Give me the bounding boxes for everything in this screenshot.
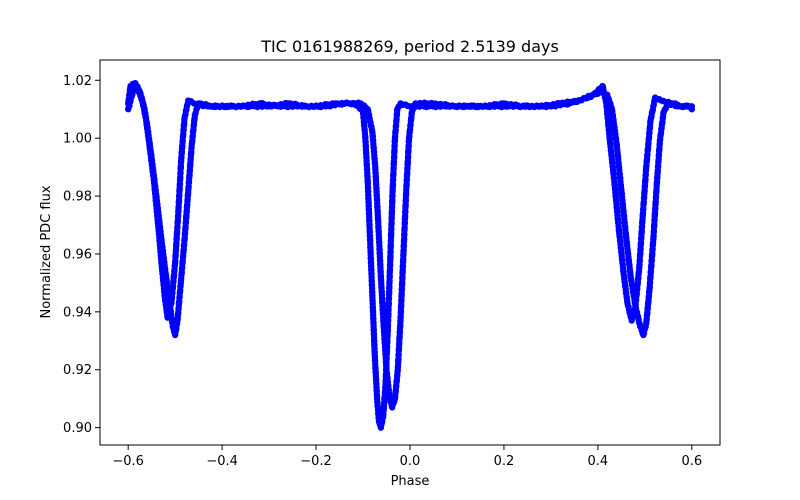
y-tick-label: 0.96: [63, 247, 92, 262]
x-axis-ticks: −0.6 −0.4 −0.2 0.0 0.2 0.4 0.6: [112, 445, 702, 469]
x-axis-label: Phase: [391, 474, 430, 489]
x-tick-label: −0.2: [300, 454, 332, 469]
y-tick-label: 0.92: [63, 363, 92, 378]
x-tick-label: −0.6: [112, 454, 144, 469]
data-point: [688, 106, 696, 113]
y-tick-label: 0.98: [63, 190, 92, 205]
chart-title: TIC 0161988269, period 2.5139 days: [260, 37, 559, 56]
x-tick-label: −0.4: [206, 454, 238, 469]
x-tick-label: 0.0: [400, 454, 421, 469]
y-tick-label: 1.00: [63, 132, 92, 147]
x-tick-label: 0.6: [681, 454, 702, 469]
y-tick-label: 0.94: [63, 305, 92, 320]
y-tick-label: 1.02: [63, 74, 92, 89]
x-tick-label: 0.2: [494, 454, 515, 469]
data-points: [124, 79, 696, 431]
y-axis-ticks: 0.90 0.92 0.94 0.96 0.98 1.00 1.02: [63, 74, 100, 436]
y-tick-label: 0.90: [63, 421, 92, 436]
x-tick-label: 0.4: [588, 454, 609, 469]
y-axis-label: Normalized PDC flux: [39, 185, 54, 318]
